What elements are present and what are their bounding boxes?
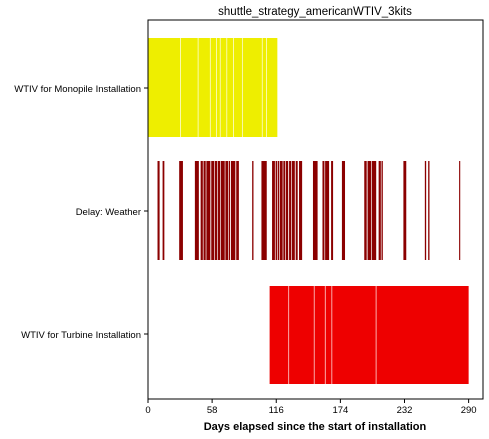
x-tick-label: 0 — [145, 405, 150, 416]
bar-segment — [314, 286, 325, 384]
x-tick-label: 116 — [269, 405, 284, 416]
bar-segment — [157, 161, 160, 260]
y-axis: WTIV for Monopile Installation Delay: Wea… — [14, 84, 148, 341]
bar-segment — [295, 161, 298, 260]
bar-segment — [266, 38, 278, 137]
bars-layer — [148, 38, 469, 384]
x-tick-label: 232 — [397, 405, 413, 416]
bar-segment — [364, 161, 367, 260]
bar-segment — [291, 161, 295, 260]
bar-segment — [203, 161, 206, 260]
bar-segment — [227, 38, 234, 137]
bar-segment — [403, 161, 407, 260]
bar-segment — [210, 38, 216, 137]
bar-segment — [225, 161, 229, 260]
bar-segment — [230, 161, 236, 260]
bar-segment — [325, 286, 332, 384]
bar-segment — [332, 286, 376, 384]
bar-segment — [299, 161, 303, 260]
bar-segment — [283, 161, 286, 260]
x-tick-label: 58 — [207, 405, 218, 416]
bar-segment — [233, 38, 242, 137]
bar-segment — [424, 161, 427, 260]
bar-segment — [236, 161, 239, 260]
y-tick-label: WTIV for Turbine Installation — [21, 330, 141, 341]
bar-segment — [216, 38, 220, 137]
bar-segment — [331, 161, 334, 260]
bar-segment — [285, 161, 289, 260]
bar-segment — [269, 286, 289, 384]
bar-segment — [367, 161, 372, 260]
bar-segment — [459, 161, 461, 260]
bar-segment — [428, 161, 430, 260]
bar-segment — [277, 161, 280, 260]
bar-segment — [198, 38, 210, 137]
bar-segment — [262, 38, 267, 137]
plot-frame — [147, 19, 484, 400]
bar-segment — [148, 38, 181, 137]
bar-segment — [325, 161, 330, 260]
bar-segment — [220, 38, 227, 137]
x-tick-label: 290 — [461, 405, 477, 416]
x-tick-label: 174 — [332, 405, 348, 416]
bar-segment — [371, 161, 377, 260]
x-axis: 0 58 116 174 232 290 — [145, 399, 477, 416]
y-tick-label: WTIV for Monopile Installation — [14, 84, 141, 95]
bar-segment — [200, 161, 203, 260]
bar-segment — [381, 161, 383, 260]
bar-segment — [228, 161, 231, 260]
bar-segment — [242, 38, 262, 137]
bar-segment — [341, 161, 346, 260]
bar-segment — [180, 38, 198, 137]
bar-segment — [275, 161, 278, 260]
x-axis-label: Days elapsed since the start of installa… — [204, 421, 427, 433]
bar-segment — [220, 161, 225, 260]
bar-segment — [252, 161, 254, 260]
bar-segment — [211, 161, 215, 260]
bar-segment — [279, 161, 283, 260]
bar-segment — [261, 161, 267, 260]
y-tick-label: Delay: Weather — [76, 207, 141, 218]
bar-segment — [215, 161, 218, 260]
bar-segment — [376, 286, 469, 384]
bar-segment — [194, 161, 199, 260]
bar-segment — [217, 161, 221, 260]
bar-segment — [272, 161, 275, 260]
bar-segment — [289, 286, 314, 384]
bar-segment — [312, 161, 318, 260]
bar-segment — [206, 161, 211, 260]
chart-title: shuttle_strategy_americanWTIV_3kits — [218, 6, 412, 18]
bar-segment — [289, 161, 292, 260]
bar-segment — [179, 161, 183, 260]
bar-segment — [378, 161, 381, 260]
bar-segment — [322, 161, 325, 260]
bar-segment — [162, 161, 165, 260]
